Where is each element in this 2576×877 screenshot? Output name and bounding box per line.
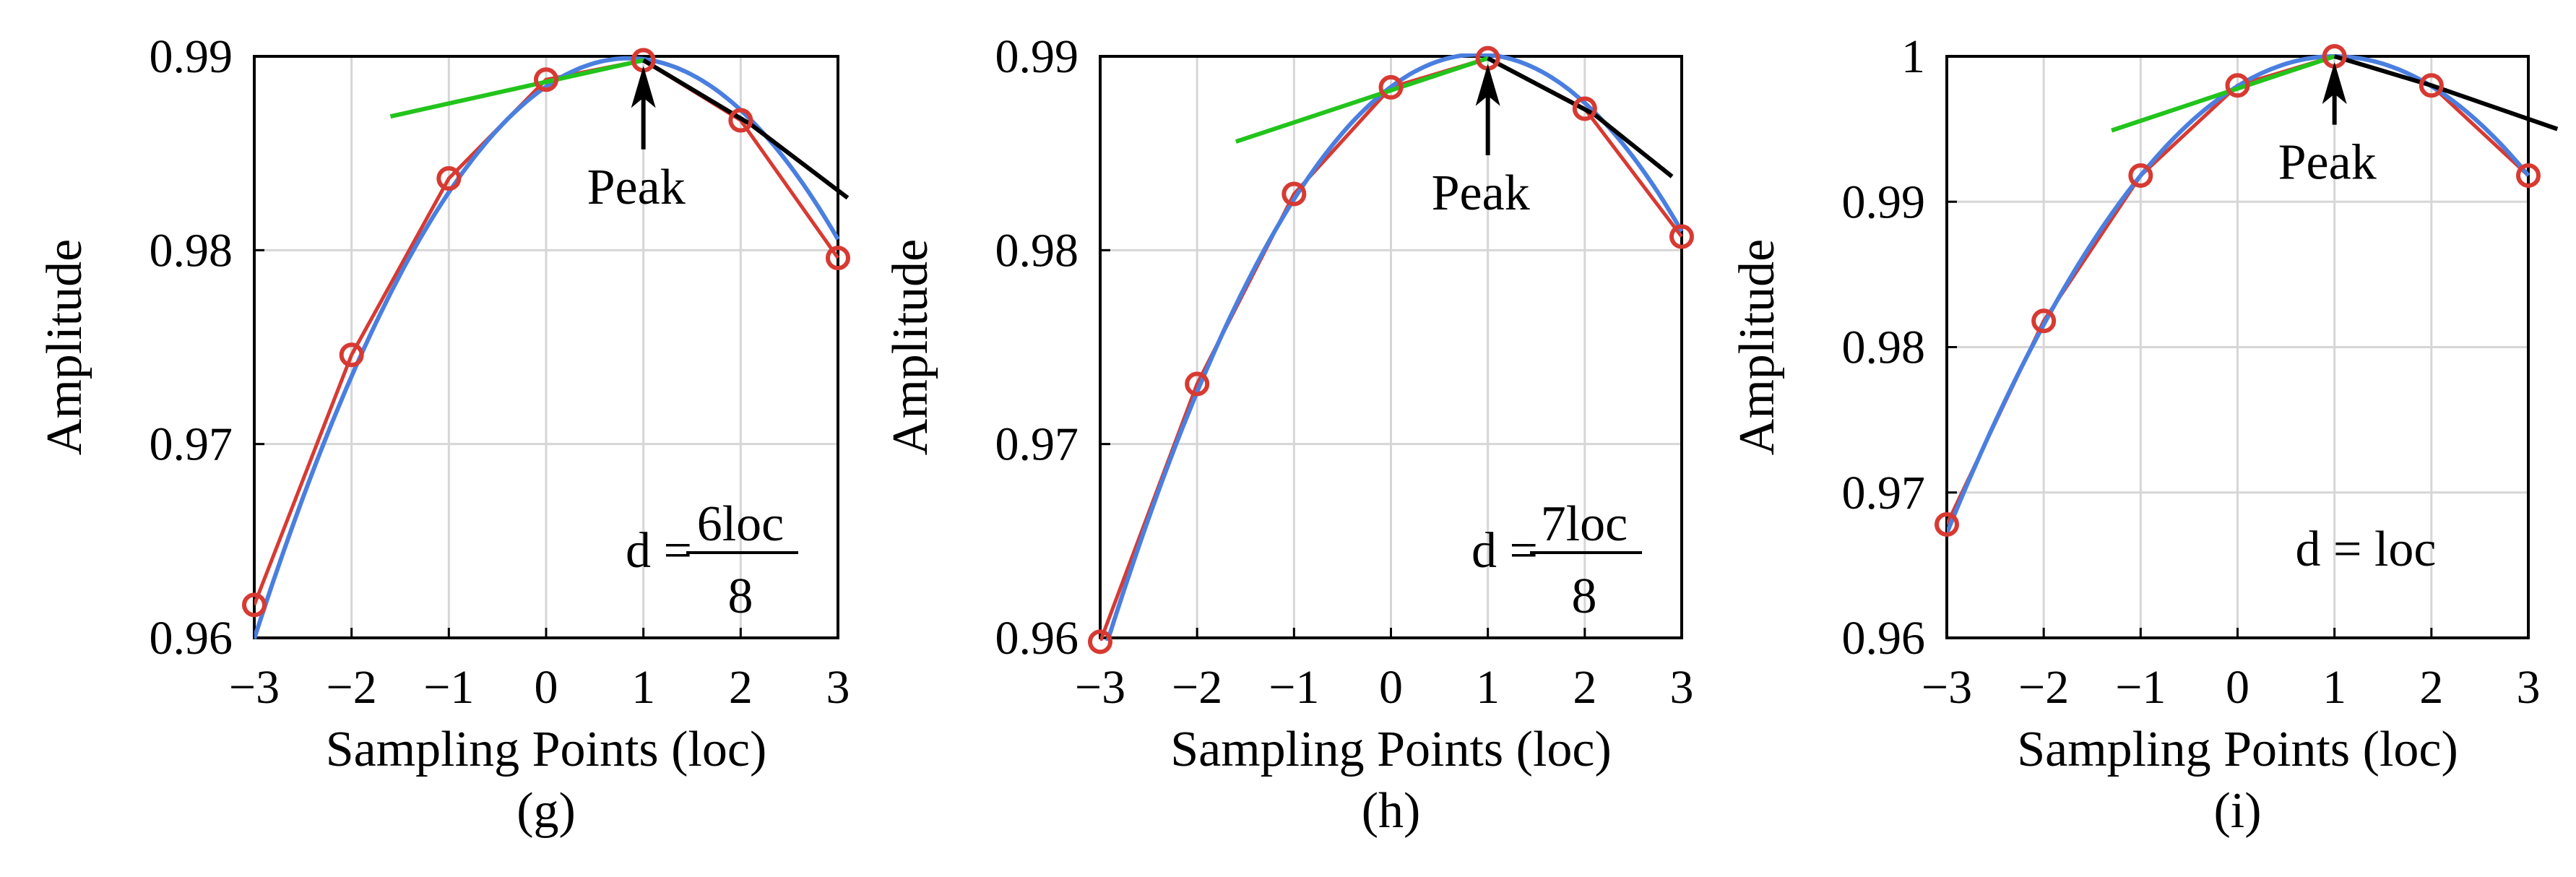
y-tick-label: 0.97 (150, 418, 233, 471)
peak-arrow-head (1475, 64, 1500, 106)
y-tick-label: 0.99 (1842, 176, 1926, 228)
x-tick-label: −2 (327, 661, 377, 714)
green-tangent-line (2111, 54, 2335, 133)
sample-point (534, 67, 558, 92)
x-tick-label: 2 (1573, 661, 1596, 714)
peak-label: Peak (587, 160, 686, 215)
sample-point (1088, 629, 1112, 654)
black-tangent-line (2333, 54, 2559, 131)
peak-label: Peak (1432, 165, 1530, 221)
x-tick-label: −1 (2115, 661, 2166, 714)
chart-panel-i: −3 −2 −1 0 1 2 3 0.96 0.97 0.98 0.99 1 Sampling Poin… (1729, 30, 2559, 839)
y-tick-label: 0.98 (150, 224, 233, 277)
x-tick-label: −1 (1268, 661, 1319, 714)
x-tick-label: 3 (1670, 661, 1694, 714)
y-axis-label: Amplitude (37, 239, 92, 455)
sample-point (2031, 308, 2057, 334)
sample-point (728, 108, 753, 133)
sample-point (2419, 73, 2444, 98)
peak-arrow-head (2322, 62, 2347, 104)
y-tick-label: 0.97 (995, 418, 1079, 471)
x-tick-label: −2 (1172, 661, 1222, 714)
peak-label: Peak (2278, 135, 2377, 191)
formula-text: d = loc (2296, 522, 2437, 577)
y-axis-label: Amplitude (1729, 239, 1785, 455)
sample-point (436, 166, 462, 191)
formula-prefix: d = (626, 523, 692, 579)
y-tick-label: 0.98 (1842, 321, 1926, 374)
x-tick-label: 2 (729, 661, 753, 714)
x-tick-label: 3 (2517, 661, 2541, 714)
x-tick-label: 3 (826, 661, 850, 714)
sample-point (2128, 163, 2153, 189)
formula-denominator: 8 (1572, 569, 1597, 624)
y-tick-label: 0.98 (995, 224, 1079, 277)
sample-point (1378, 74, 1404, 100)
sample-point (1572, 96, 1597, 121)
y-tick-label: 1 (1901, 30, 1925, 83)
green-tangent-line (389, 58, 644, 119)
y-tick-label: 0.96 (1842, 612, 1926, 665)
sample-point (826, 246, 850, 271)
chart-panel-g: −3 −2 −1 0 1 2 3 0.96 0.97 0.98 0.99 Sampling Point… (37, 30, 850, 839)
y-tick-label: 0.96 (150, 612, 233, 665)
x-axis-label: Sampling Points (loc) (2017, 722, 2458, 777)
x-tick-label: 1 (631, 661, 655, 714)
y-tick-label: 0.97 (1842, 467, 1926, 519)
sample-point (1669, 224, 1694, 249)
subplot-caption: (h) (1362, 783, 1421, 839)
x-tick-label: −2 (2018, 661, 2069, 714)
y-axis-label: Amplitude (883, 239, 938, 455)
formula-denominator: 8 (728, 569, 753, 624)
sample-point (1281, 181, 1307, 207)
x-tick-label: 2 (2419, 661, 2443, 714)
x-tick-label: 1 (1476, 661, 1500, 714)
sample-point (2225, 73, 2250, 98)
x-tick-label: −3 (229, 661, 280, 714)
sample-point (1185, 371, 1210, 397)
x-tick-label: −1 (423, 661, 474, 714)
sample-point (242, 592, 267, 618)
x-axis-label: Sampling Points (loc) (326, 722, 767, 777)
x-tick-label: −3 (1075, 661, 1125, 714)
y-tick-label: 0.99 (150, 30, 233, 83)
x-tick-label: 1 (2322, 661, 2346, 714)
x-tick-label: 0 (535, 661, 558, 714)
formula-numerator: 6loc (697, 496, 785, 552)
x-tick-label: 0 (1379, 661, 1403, 714)
formula-prefix: d = (1471, 523, 1538, 579)
green-tangent-line (1235, 56, 1489, 144)
chart-panel-h: −3 −2 −1 0 1 2 3 0.96 0.97 0.98 0.99 Sampling Point… (883, 30, 1694, 839)
subplot-caption: (g) (517, 783, 576, 839)
sample-point (2516, 163, 2541, 189)
x-tick-label: −3 (1922, 661, 1972, 714)
y-tick-label: 0.96 (995, 612, 1079, 665)
x-axis-label: Sampling Points (loc) (1170, 722, 1612, 777)
peak-arrow-head (631, 66, 656, 108)
sample-point (1935, 512, 1959, 537)
sample-point (339, 342, 364, 368)
subplot-caption: (i) (2213, 783, 2261, 839)
y-tick-label: 0.99 (995, 30, 1079, 83)
x-tick-label: 0 (2226, 661, 2249, 714)
formula-numerator: 7loc (1541, 496, 1628, 552)
